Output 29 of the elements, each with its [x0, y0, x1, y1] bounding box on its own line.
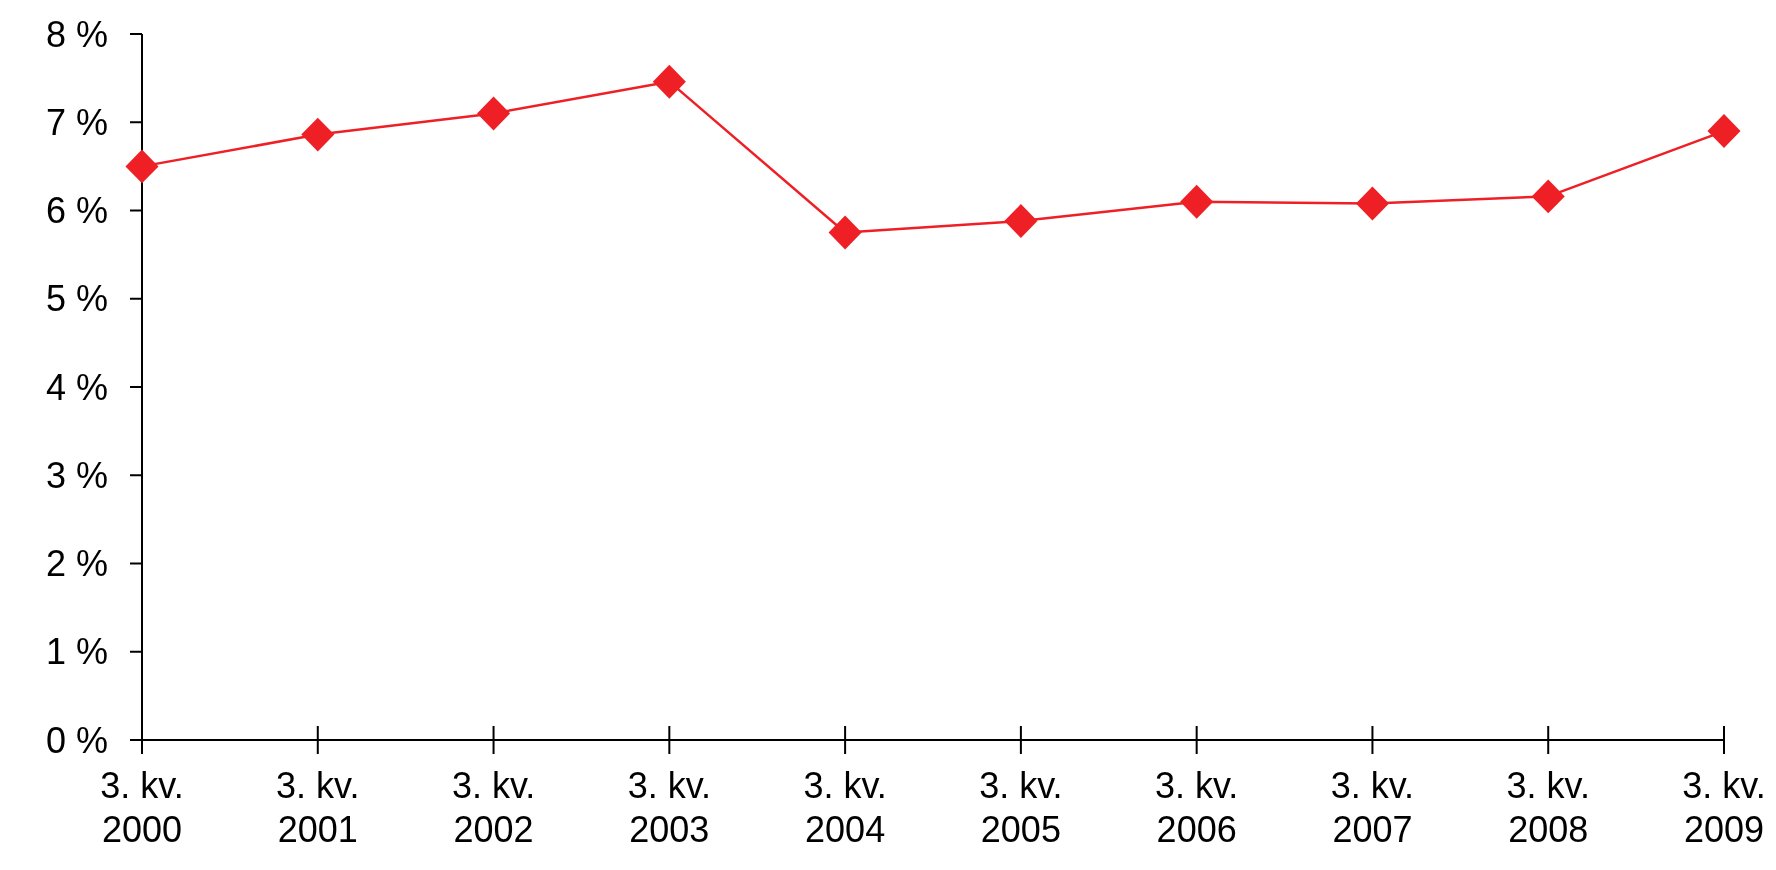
- point: [1180, 184, 1214, 219]
- y-tick-label: 8 %: [45, 13, 108, 55]
- x-tick-label: 3. kv. 2004: [803, 765, 887, 850]
- point: [125, 149, 159, 184]
- point: [1004, 204, 1038, 239]
- y-tick-label: 1 %: [45, 631, 108, 673]
- y-tick-label: 2 %: [45, 543, 108, 585]
- x-tick-label: 3. kv. 2005: [979, 765, 1063, 850]
- point: [1355, 186, 1389, 221]
- y-tick-label: 6 %: [45, 190, 108, 232]
- y-tick-label: 3 %: [45, 454, 108, 496]
- point: [1707, 114, 1741, 149]
- y-tick-label: 0 %: [45, 719, 108, 761]
- x-tick-label: 3. kv. 2001: [276, 765, 360, 850]
- x-tick-label: 3. kv. 2003: [627, 765, 712, 850]
- x-tick-label: 3. kv. 2007: [1330, 765, 1415, 850]
- point: [301, 117, 335, 152]
- x-tick-label: 3. kv. 2002: [451, 765, 536, 850]
- x-tick-label: 3. kv. 2006: [1154, 765, 1239, 850]
- y-tick-label: 4 %: [45, 366, 108, 408]
- point: [828, 215, 862, 250]
- y-tick-label: 7 %: [45, 101, 108, 143]
- point: [477, 96, 511, 131]
- point: [1531, 179, 1565, 214]
- point: [652, 64, 686, 99]
- y-tick-label: 5 %: [45, 278, 108, 320]
- x-tick-label: 3. kv. 2009: [1682, 765, 1766, 850]
- x-tick-label: 3. kv. 2008: [1506, 765, 1590, 850]
- x-tick-label: 3. kv. 2000: [100, 765, 184, 850]
